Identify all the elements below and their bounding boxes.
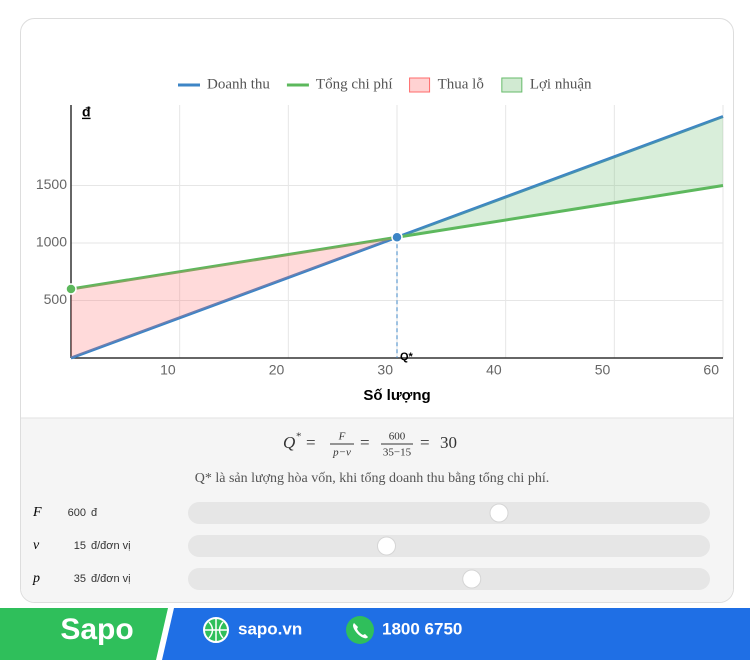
slider-track[interactable]	[188, 568, 710, 590]
x-tick-label: 60	[703, 362, 719, 378]
point	[65, 283, 77, 295]
x-tick-label: 20	[269, 362, 285, 378]
website[interactable]: sapo.vn	[238, 619, 302, 638]
legend: Doanh thu Tổng chi phí Thua lỗ Lợi nhuận	[178, 76, 592, 93]
control-value: 35	[74, 573, 86, 585]
x-tick-label: 30	[377, 362, 393, 378]
legend-label: Lợi nhuận	[530, 76, 592, 92]
loss-area	[71, 237, 397, 358]
control-value: 15	[74, 540, 86, 552]
y-tick-label: 1500	[36, 176, 67, 192]
formula: Q * = F p−v = 600 35−15 = 30	[283, 431, 457, 459]
slider-knob[interactable]	[462, 569, 482, 589]
control-unit: đ/đơn vị	[91, 540, 131, 552]
formula-den: 35−15	[383, 447, 412, 459]
slider-knob[interactable]	[489, 503, 509, 523]
formula-num: F	[338, 431, 346, 443]
control-value: 600	[68, 507, 86, 519]
legend-swatch	[409, 77, 431, 93]
formula-den: p−v	[332, 447, 351, 459]
formula-sup: *	[296, 431, 302, 443]
y-axis-label: đ	[82, 104, 91, 120]
brand: Sapo	[60, 613, 133, 646]
formula-eq: =	[420, 433, 430, 452]
chart: 500 1000 1500 10 20 30 40 50 60 Q* Doanh thu Tổng c…	[36, 76, 724, 378]
phone-glyph	[353, 623, 368, 639]
x-tick-label: 50	[595, 362, 611, 378]
note: Q* là sản lượng hòa vốn, khi tổng doanh …	[195, 471, 549, 486]
footer-brand-bg	[0, 608, 168, 660]
phone-icon	[346, 616, 374, 644]
formula-lhs: Q	[283, 433, 295, 452]
y-tick-label: 500	[44, 291, 68, 307]
controls: F 600 đ v 15 đ/đơn vị p 35 đ/đơn vị	[32, 502, 710, 590]
globe-lines	[204, 618, 228, 642]
point	[391, 231, 403, 243]
control-symbol: F	[32, 505, 42, 520]
x-axis-label: Số lượng	[363, 387, 430, 404]
legend-label: Thua lỗ	[438, 76, 484, 92]
y-tick-label: 1000	[36, 234, 67, 250]
x-tick-label: 10	[160, 362, 176, 378]
profit-area	[397, 116, 723, 238]
control-symbol: v	[33, 538, 40, 553]
formula-num: 600	[389, 431, 406, 443]
phone[interactable]: 1800 6750	[382, 619, 462, 638]
legend-swatch	[501, 77, 523, 93]
formula-eq: =	[306, 433, 316, 452]
slider-knob[interactable]	[377, 536, 396, 556]
control-unit: đ	[91, 507, 98, 519]
slider-track[interactable]	[188, 502, 710, 524]
x-tick-label: 40	[486, 362, 502, 378]
break-even-label: Q*	[400, 351, 414, 363]
formula-eq: =	[360, 433, 370, 452]
control-unit: đ/đơn vị	[91, 573, 131, 585]
control-symbol: p	[32, 571, 40, 586]
legend-label: Doanh thu	[207, 76, 270, 92]
slider-track[interactable]	[188, 535, 710, 557]
formula-result: 30	[440, 433, 457, 452]
footer-bg	[162, 608, 750, 660]
legend-label: Tổng chi phí	[316, 76, 393, 92]
